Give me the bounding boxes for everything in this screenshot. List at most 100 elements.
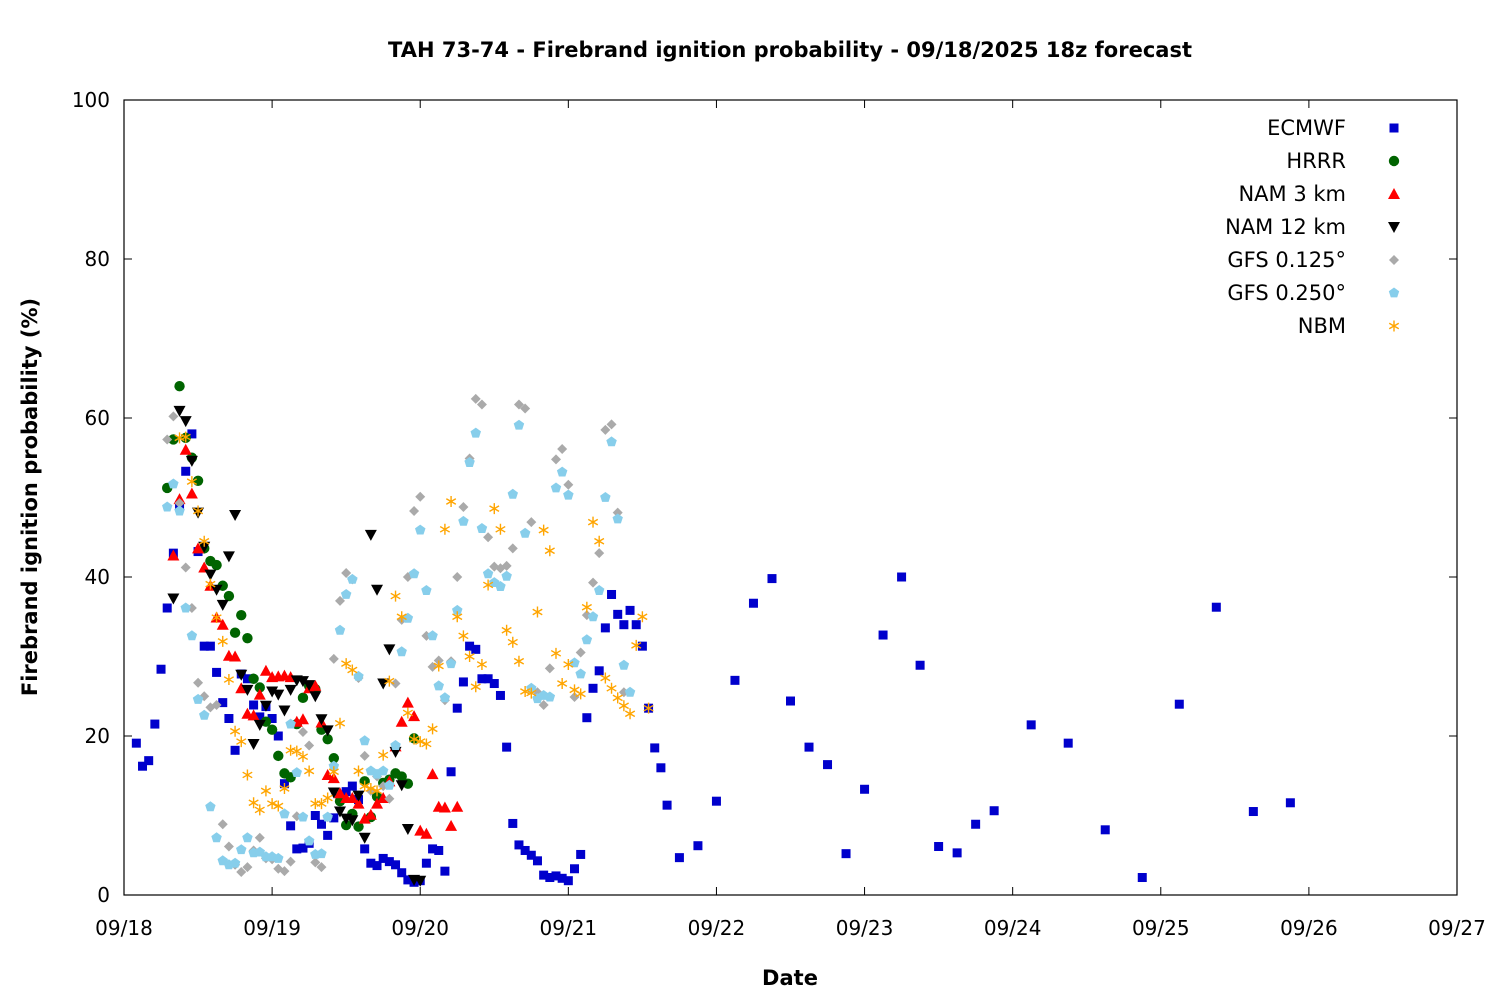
data-point	[408, 710, 421, 722]
data-point	[353, 821, 364, 832]
data-point	[229, 725, 241, 737]
data-point	[519, 527, 531, 538]
data-point	[185, 455, 198, 467]
data-point	[297, 692, 309, 704]
data-point	[167, 549, 180, 561]
data-point	[1063, 738, 1073, 748]
data-point	[279, 808, 290, 819]
data-point	[396, 771, 407, 782]
data-point	[309, 679, 322, 691]
legend: ECMWF HRRR NAM 3 km NAM 12 km GFS 0.125° GFS …	[1225, 116, 1400, 338]
data-point	[377, 678, 390, 690]
data-point	[563, 658, 574, 670]
data-point	[403, 875, 413, 885]
legend-label: NAM 12 km	[1225, 215, 1346, 239]
data-point	[489, 503, 500, 515]
data-point	[174, 381, 185, 392]
data-point	[273, 800, 284, 812]
y-tick-label: 100	[72, 88, 110, 112]
data-point	[328, 760, 340, 771]
data-point	[1100, 825, 1110, 835]
data-point	[395, 715, 408, 727]
data-point	[292, 844, 302, 854]
data-point	[205, 801, 216, 812]
y-tick-label: 60	[85, 406, 110, 430]
data-point	[588, 683, 598, 693]
data-point	[482, 579, 494, 591]
data-point	[532, 606, 543, 618]
data-point	[181, 466, 191, 476]
data-point	[458, 502, 469, 513]
data-point	[273, 852, 284, 863]
data-point	[458, 515, 469, 526]
data-point	[693, 841, 703, 851]
data-point	[310, 811, 320, 820]
data-point	[445, 495, 457, 507]
data-point	[545, 873, 555, 883]
y-tick-label: 20	[85, 724, 110, 748]
data-point	[359, 780, 370, 792]
data-point	[236, 609, 247, 621]
data-point	[569, 657, 580, 668]
data-point	[235, 669, 248, 681]
data-point	[470, 393, 481, 404]
x-axis: 09/18 09/19 09/20 09/21 09/22 09/23 09/24 09/25…	[95, 100, 1486, 940]
data-point	[767, 574, 777, 584]
data-point	[199, 641, 209, 651]
data-point	[321, 768, 334, 780]
data-point	[471, 644, 481, 654]
data-point	[581, 634, 593, 645]
data-point	[415, 491, 426, 502]
data-point	[470, 681, 481, 693]
data-point	[569, 692, 580, 703]
data-point	[557, 678, 568, 690]
data-point	[334, 624, 346, 635]
series-nam-3-km	[167, 443, 464, 839]
data-point	[600, 492, 611, 502]
data-point	[229, 509, 242, 521]
data-point	[600, 672, 611, 684]
data-point	[185, 487, 198, 499]
data-point	[594, 548, 605, 559]
data-point	[242, 674, 252, 684]
data-point	[341, 658, 352, 670]
data-point	[174, 498, 185, 509]
data-point	[364, 808, 377, 820]
data-point	[656, 763, 666, 773]
data-point	[247, 738, 260, 750]
data-point	[618, 700, 629, 712]
series-nam-12-km	[167, 405, 427, 887]
y-tick-label: 40	[85, 565, 110, 589]
x-tick-label: 09/21	[540, 916, 598, 940]
data-point	[334, 595, 345, 606]
data-point	[366, 858, 376, 868]
data-point	[266, 798, 278, 810]
series-hrrr	[161, 381, 420, 832]
data-point	[446, 767, 456, 777]
data-point	[365, 782, 376, 794]
y-tick-label: 80	[85, 247, 110, 271]
data-point	[316, 798, 327, 810]
data-point	[420, 827, 433, 839]
legend-marker	[1388, 188, 1400, 199]
chart-title: TAH 73-74 - Firebrand ignition probabili…	[388, 38, 1192, 62]
data-point	[259, 700, 272, 712]
data-point	[297, 751, 309, 763]
x-tick-label: 09/25	[1132, 916, 1190, 940]
data-point	[1211, 602, 1221, 612]
data-point	[216, 599, 229, 611]
data-point	[538, 524, 549, 536]
data-point	[415, 524, 426, 535]
data-point	[508, 818, 518, 828]
data-point	[180, 562, 191, 573]
data-point	[297, 811, 309, 822]
data-point	[211, 612, 222, 624]
data-point	[502, 742, 512, 752]
data-point	[1026, 720, 1036, 730]
plot-frame	[123, 99, 1458, 896]
data-point	[600, 623, 610, 633]
data-point	[575, 647, 586, 658]
data-point	[625, 605, 635, 615]
data-point	[180, 431, 191, 443]
